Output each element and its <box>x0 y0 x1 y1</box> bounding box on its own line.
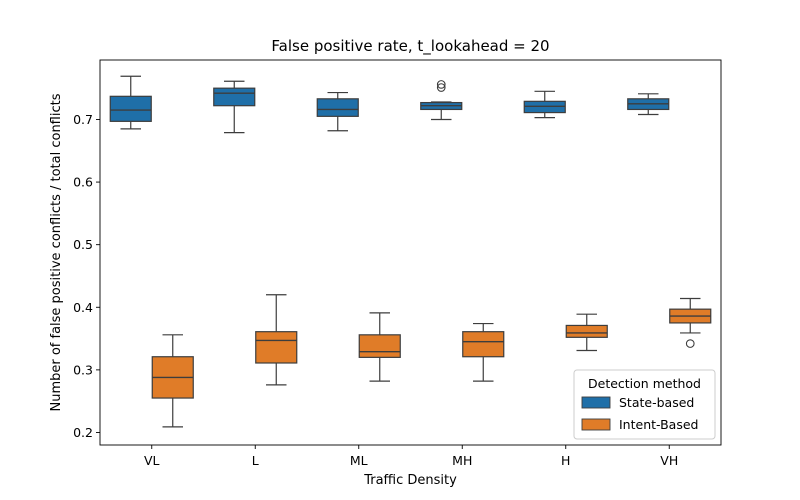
box-state-based-h <box>523 90 566 119</box>
box-intent-based-vl <box>151 334 194 428</box>
legend-swatch-state-based <box>581 396 611 409</box>
x-tick-label: VL <box>144 453 160 468</box>
y-tick-label: 0.6 <box>73 175 93 190</box>
y-tick-label: 0.5 <box>73 237 93 252</box>
x-tick-label: H <box>561 453 570 468</box>
box-state-based-ml <box>316 91 359 132</box>
box-state-based-l <box>213 80 256 134</box>
x-tick-label: MH <box>452 453 472 468</box>
iqr-box <box>565 324 608 338</box>
y-tick-label: 0.7 <box>73 112 93 127</box>
outlier-point <box>685 339 695 348</box>
chart-title: False positive rate, t_lookahead = 20 <box>271 37 549 56</box>
box-state-based-vh <box>627 93 670 116</box>
legend: Detection method State-based Intent-Base… <box>573 369 716 440</box>
iqr-box <box>462 331 505 358</box>
y-tick-label: 0.3 <box>73 362 93 377</box>
box-intent-based-h <box>565 313 608 352</box>
iqr-box <box>213 87 256 107</box>
box-intent-based-mh <box>462 322 505 382</box>
legend-label-state-based: State-based <box>619 395 694 410</box>
x-axis: VL L ML MH H VH <box>144 445 678 468</box>
box-intent-based-l <box>255 294 298 386</box>
y-tick-label: 0.4 <box>73 300 93 315</box>
iqr-box <box>358 334 401 358</box>
x-tick-label: L <box>252 453 259 468</box>
box-intent-based-vh <box>669 297 712 348</box>
box-state-based-vl <box>109 75 152 130</box>
iqr-box <box>109 95 152 122</box>
outlier-point <box>436 83 446 92</box>
box-state-based-mh <box>420 80 463 121</box>
legend-label-intent-based: Intent-Based <box>619 417 698 432</box>
y-axis-title: Number of false positive conflicts / tot… <box>49 93 64 411</box>
x-axis-title: Traffic Density <box>363 473 457 488</box>
plot-frame <box>99 59 722 446</box>
iqr-box <box>316 98 359 117</box>
legend-title: Detection method <box>588 376 701 391</box>
plot-area <box>109 75 712 428</box>
outlier-point <box>436 80 446 89</box>
y-tick-label: 0.2 <box>73 425 93 440</box>
y-axis: 0.2 0.3 0.4 0.5 0.6 0.7 <box>73 112 100 440</box>
box-intent-based-ml <box>358 312 401 382</box>
iqr-box <box>255 331 298 364</box>
x-tick-label: ML <box>350 453 368 468</box>
legend-swatch-intent-based <box>581 418 611 431</box>
x-tick-label: VH <box>660 453 678 468</box>
